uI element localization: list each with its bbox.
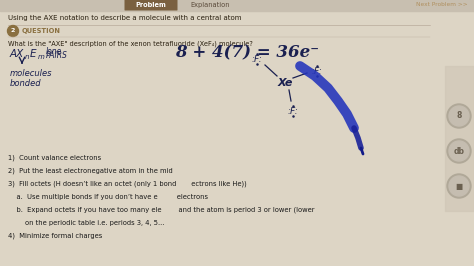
Text: lone: lone [46, 47, 63, 56]
Text: 3)  Fill octets (H doesn’t like an octet (only 1 bond       ectrons like He)): 3) Fill octets (H doesn’t like an octet … [8, 181, 247, 187]
Circle shape [447, 174, 471, 198]
Text: QUESTION: QUESTION [22, 28, 61, 34]
Circle shape [449, 106, 469, 126]
Text: 1)  Count valance electrons: 1) Count valance electrons [8, 155, 101, 161]
Text: Using the AXE notation to describe a molecule with a central atom: Using the AXE notation to describe a mol… [8, 15, 241, 21]
Text: PAIRS: PAIRS [46, 52, 68, 60]
Text: AX: AX [10, 49, 24, 59]
Circle shape [447, 104, 471, 128]
Text: What is the "AXE" description of the xenon tetrafluoride (XeF₄) molecule?: What is the "AXE" description of the xen… [8, 41, 253, 47]
Text: Problem: Problem [136, 2, 166, 8]
Text: 2: 2 [11, 28, 15, 34]
Text: n: n [25, 54, 29, 60]
Text: :F:: :F: [288, 106, 298, 115]
Text: Explanation: Explanation [190, 2, 230, 8]
Text: ■: ■ [456, 181, 463, 190]
Circle shape [449, 176, 469, 196]
Text: m: m [38, 54, 45, 60]
Text: bonded: bonded [10, 78, 42, 88]
Circle shape [449, 141, 469, 161]
Text: molecules: molecules [10, 69, 53, 77]
Text: :F:: :F: [252, 55, 263, 64]
Circle shape [8, 26, 18, 36]
Text: 4)  Minimize formal charges: 4) Minimize formal charges [8, 233, 102, 239]
Text: Next Problem >>: Next Problem >> [416, 2, 468, 7]
Text: 8: 8 [456, 111, 462, 120]
Bar [0, 0, 474, 11]
Text: E: E [30, 49, 36, 59]
Text: a.  Use multiple bonds if you don’t have e         electrons: a. Use multiple bonds if you don’t have … [8, 194, 208, 200]
Text: :F:: :F: [311, 66, 322, 76]
Text: b.  Expand octets if you have too many ele        and the atom is period 3 or lo: b. Expand octets if you have too many el… [8, 207, 315, 213]
Text: db: db [454, 147, 465, 156]
Text: 8 + 4(7) = 36e⁻: 8 + 4(7) = 36e⁻ [175, 44, 319, 61]
Text: 2)  Put the least electronegative atom in the mid: 2) Put the least electronegative atom in… [8, 168, 173, 174]
FancyBboxPatch shape [125, 0, 177, 10]
Circle shape [447, 139, 471, 163]
Text: Xe: Xe [277, 78, 292, 88]
Text: on the periodic table i.e. periods 3, 4, 5...: on the periodic table i.e. periods 3, 4,… [8, 220, 164, 226]
Bar [445, 66, 474, 211]
